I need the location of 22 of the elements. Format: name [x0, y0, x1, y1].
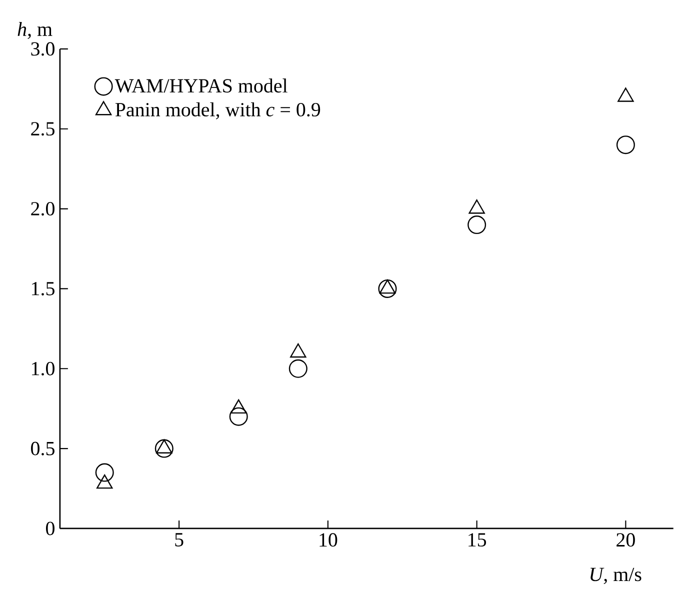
point	[618, 87, 634, 102]
point	[95, 463, 114, 482]
y-tick-label: 1.5	[32, 282, 54, 296]
point	[468, 199, 485, 214]
y-tick-label: 3.0	[31, 42, 54, 56]
y-tick-label: 2.5	[31, 122, 54, 136]
x-tick-label: 15	[468, 532, 486, 546]
legend-label: WAM/HYPAS model	[114, 78, 288, 92]
y-tick-label: 0.5	[31, 442, 54, 456]
x-tick-label: 5	[175, 532, 184, 546]
point	[288, 359, 308, 378]
legend-label: Panin model, with c = 0.9	[115, 102, 320, 120]
point	[468, 215, 486, 234]
point	[154, 439, 174, 458]
y-tick-label: 2.0	[31, 202, 54, 216]
x-tick-label: 10	[320, 532, 338, 546]
point	[229, 407, 248, 426]
y-tick-label: 0	[46, 522, 54, 536]
x-axis-title: U, m/s	[590, 568, 642, 584]
y-tick-label: 1.0	[32, 362, 54, 376]
y-axis-title: h, m	[18, 22, 52, 39]
x-tick-label: 20	[616, 532, 635, 546]
